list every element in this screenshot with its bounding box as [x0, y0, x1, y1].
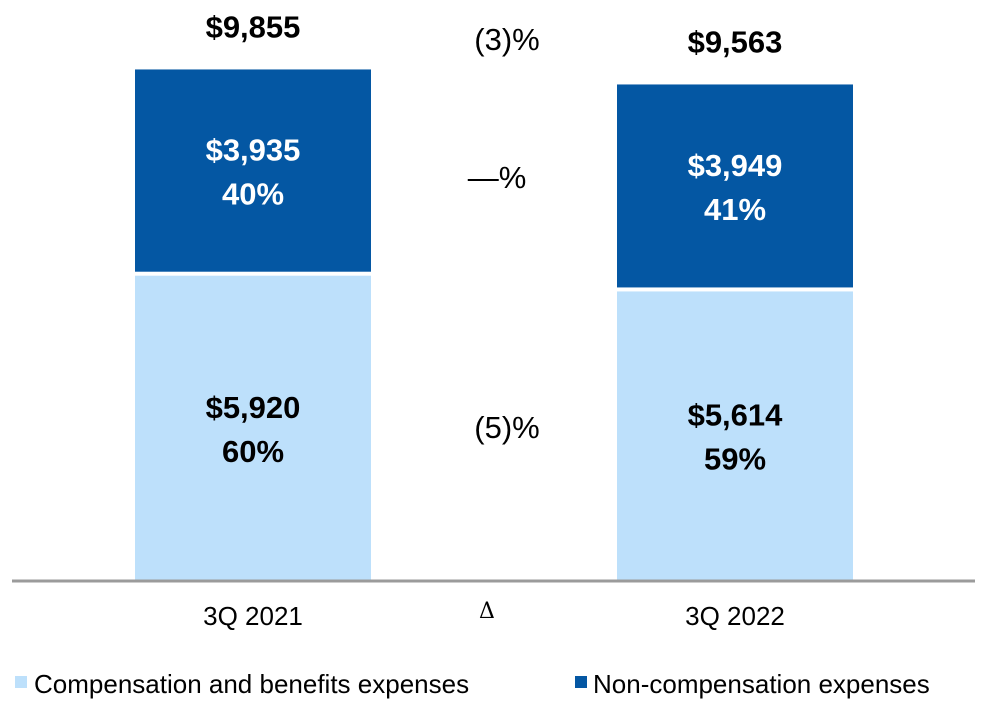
- non-compensation-pct-label-3q-2021: 40%: [222, 177, 284, 212]
- legend-label-non-compensation: Non-compensation expenses: [593, 669, 930, 699]
- total-label-3q-2022: $9,563: [688, 24, 783, 59]
- delta-compensation-label: (5)%: [474, 410, 539, 445]
- delta-total-label: (3)%: [474, 22, 539, 57]
- legend-swatch-non-compensation: [575, 676, 587, 688]
- non-compensation-value-label-3q-2021: $3,935: [206, 133, 301, 168]
- x-tick-label-3q-2022: 3Q 2022: [685, 601, 785, 631]
- bar-compensation-3q-2021: [135, 275, 371, 580]
- delta-non-compensation-label: —%: [468, 160, 527, 195]
- non-compensation-value-label-3q-2022: $3,949: [688, 148, 783, 183]
- bar-compensation-3q-2022: [617, 291, 853, 580]
- total-label-3q-2021: $9,855: [206, 9, 301, 44]
- compensation-pct-label-3q-2022: 59%: [704, 442, 766, 477]
- delta-header: Δ: [479, 599, 495, 624]
- compensation-value-label-3q-2021: $5,920: [206, 390, 301, 425]
- compensation-pct-label-3q-2021: 60%: [222, 434, 284, 469]
- legend-label-compensation: Compensation and benefits expenses: [34, 669, 469, 699]
- bar-non-compensation-3q-2021: [135, 69, 371, 272]
- x-tick-label-3q-2021: 3Q 2021: [203, 601, 303, 631]
- non-compensation-pct-label-3q-2022: 41%: [704, 192, 766, 227]
- legend-swatch-compensation: [15, 676, 27, 688]
- compensation-value-label-3q-2022: $5,614: [688, 398, 784, 433]
- bar-non-compensation-3q-2022: [617, 84, 853, 288]
